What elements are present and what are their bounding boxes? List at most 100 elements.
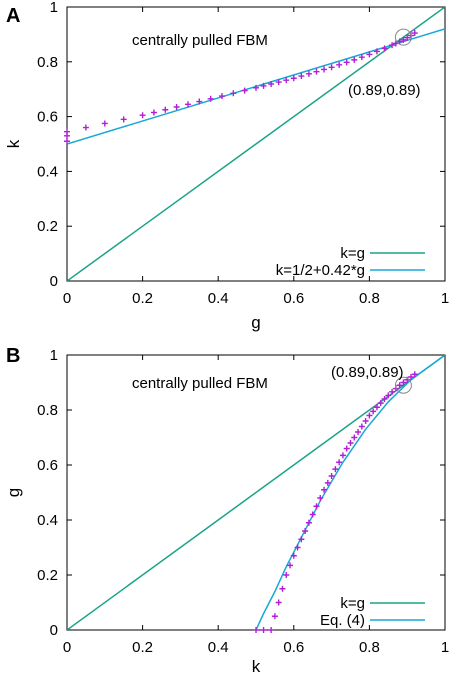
panel-a-data-point [275,79,282,86]
panel-b-data-point [370,408,377,415]
panel-b-data-point [275,599,282,606]
panel-a-panel-letter: A [6,5,20,27]
panel-a-x-tick-label: 0.2 [132,290,153,307]
panel-a-data-point [305,70,312,77]
panel-a-x-tick-label: 0.4 [208,290,229,307]
panel-a-data-point [389,42,396,49]
panel-a-data-point [64,138,70,145]
panel-b-series-line-2 [255,355,445,630]
panel-b-x-tick-label: 0.8 [359,639,380,656]
panel-b-data-point [309,511,316,518]
panel-b-series-line-1 [67,355,445,630]
panel-a-data-point [241,87,248,94]
panel-a-data-point [230,90,237,97]
panel-a-x-axis-label: g [251,313,260,332]
panel-b-data-point [389,388,396,395]
panel-b-data-point [283,572,290,578]
panel-b-data-point [321,486,328,493]
panel-b-x-tick-label: 0.4 [208,639,229,656]
panel-a-data-point [162,106,169,113]
panel-b-y-tick-label: 0 [50,622,58,639]
panel-a-data-point [373,48,380,55]
panel-b-data-point [407,374,414,380]
panel-a-data-point [404,34,411,41]
panel-a-data-point [207,95,214,102]
panel-a-data-point [298,73,305,80]
panel-b-data-point [411,371,418,378]
panel-a-data-point [218,93,225,100]
panel-a-y-tick-label: 0.2 [37,218,58,235]
panel-b-data-point [336,459,343,466]
panel-a-data-point [290,75,297,82]
panel-b-data-point [298,536,305,543]
panel-a-annotation: centrally pulled FBM [132,32,268,49]
panel-b-x-tick-label: 0.2 [132,639,153,656]
panel-b-x-tick-label: 0.6 [283,639,304,656]
panel-a-series-line-1 [67,7,445,281]
panel-b-x-tick-label: 0 [63,639,71,656]
panel-a-legend-label-1: k=g [340,245,365,262]
panel-b-data-point [302,528,309,534]
panel-a-highlight-label: (0.89,0.89) [348,82,421,99]
panel-b-y-tick-label: 0.4 [37,512,58,529]
panel-b-y-tick-label: 0.8 [37,402,58,419]
panel-b-y-tick-label: 0.6 [37,457,58,474]
panel-a-legend-label-2: k=1/2+0.42*g [276,262,365,279]
panel-b-data-point [253,627,259,633]
panel-b-data-point [268,627,275,633]
panel-b-data-point [381,396,388,402]
panel-a-x-tick-label: 0.8 [359,290,380,307]
panel-a-data-point [358,54,365,61]
panel-a-data-point [150,109,157,116]
panel-b-data-point [324,479,331,486]
panel-a-data-point [336,61,343,68]
panel-a-y-tick-label: 0.6 [37,109,58,126]
panel-b-legend-label-2: Eq. (4) [320,612,365,629]
panel-b-y-axis-label: g [4,488,23,497]
panel-a-data-point [400,36,407,43]
panel-b-x-tick-label: 1 [441,639,449,656]
panel-b-data-point [366,412,373,419]
panel-b-data-point [396,382,403,389]
panel-a-y-tick-label: 0 [50,273,58,290]
panel-a-x-tick-label: 0 [63,290,71,307]
panel-b-data-point [332,466,339,473]
panel-b-data-point [328,473,335,479]
panel-b-data-point [290,552,297,559]
panel-a-data-point [253,84,259,91]
panel-b-y-tick-label: 1 [50,347,58,364]
panel-a-y-tick-label: 1 [50,0,58,16]
panel-b-data-point [279,585,286,592]
panel-a-data-point [101,120,108,127]
panel-b-data-point [347,440,354,446]
panel-a-data-point [351,56,358,63]
panel-a-data-point [366,51,373,58]
panel-b-data-point [343,445,350,452]
panel-b-data-point [358,423,365,430]
panel-a-data-point [196,98,203,105]
panel-a-data-point [82,124,89,131]
panel-b-data-point [355,429,362,435]
panel-b-highlight-label: (0.89,0.89) [331,364,404,381]
panel-b-data-point [294,544,301,551]
panel-b-data-point [377,400,384,407]
panel-a-y-tick-label: 0.8 [37,54,58,71]
panel-a-data-point [396,38,403,45]
panel-a-x-tick-label: 0.6 [283,290,304,307]
panel-b-data-point [339,452,346,459]
panel-a-data-point [343,59,350,66]
panel-b-data-point [317,495,324,501]
panel-b-data-point [287,562,294,569]
panel-a-data-point [321,66,328,73]
panel-a-data-point [328,64,335,71]
panel-b-annotation: centrally pulled FBM [132,375,268,392]
panel-a-y-tick-label: 0.4 [37,163,58,180]
panel-a-data-point [139,112,146,119]
panel-a-highlight-circle [394,28,412,46]
panel-b-data-point [351,434,358,441]
panel-a-data-point [313,68,320,75]
panel-a-data-point [120,116,127,123]
panel-a-data-point [411,30,418,37]
panel-a-data-point [260,82,267,89]
panel-b-data-point [305,519,312,526]
